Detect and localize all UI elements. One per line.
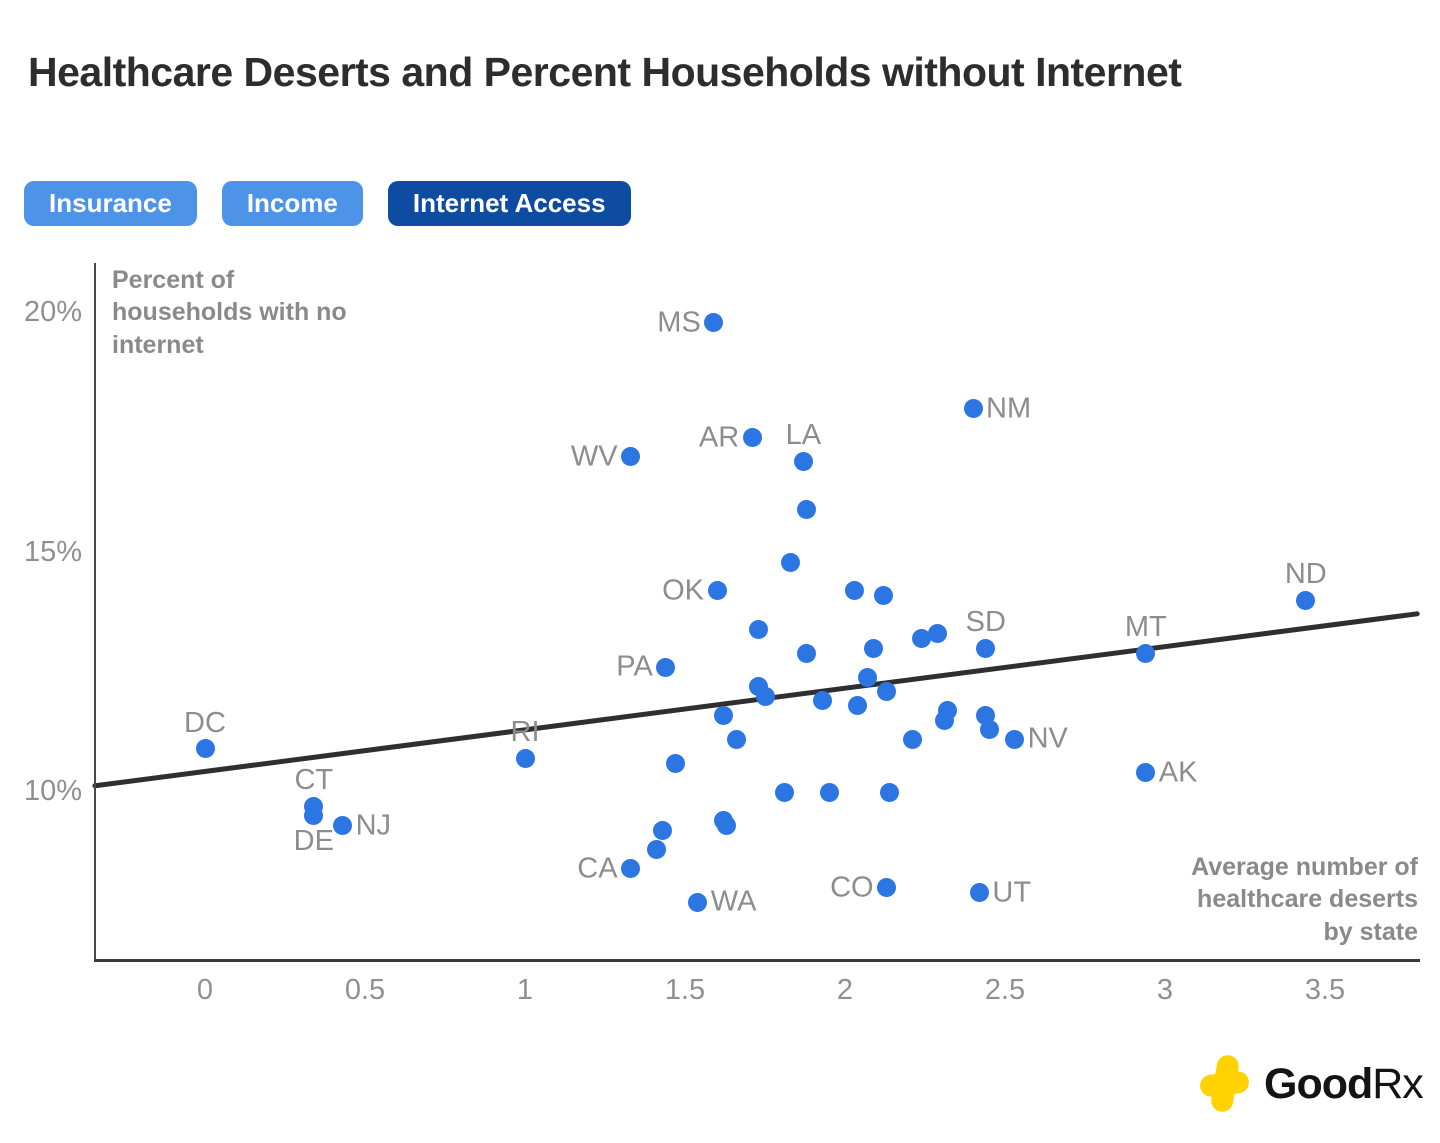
data-point-de[interactable] (304, 806, 324, 826)
data-point[interactable] (857, 667, 877, 687)
y-tick-label: 15% (23, 535, 82, 568)
data-point-nd[interactable] (1296, 590, 1316, 610)
data-point[interactable] (774, 782, 794, 802)
goodrx-logo-text: GoodRx (1264, 1059, 1424, 1109)
data-point[interactable] (845, 581, 865, 601)
tab-insurance[interactable]: Insurance (24, 181, 197, 226)
data-point[interactable] (713, 705, 733, 725)
data-point-nm[interactable] (963, 399, 983, 419)
data-point-la[interactable] (793, 451, 813, 471)
point-label-de: DE (293, 824, 334, 857)
data-point[interactable] (755, 686, 775, 706)
data-point[interactable] (873, 586, 893, 606)
data-point-ut[interactable] (969, 883, 989, 903)
point-label-ms: MS (657, 306, 701, 339)
data-point-ms[interactable] (704, 313, 724, 333)
point-label-co: CO (830, 871, 874, 904)
data-point-ok[interactable] (707, 581, 727, 601)
x-tick-label: 1 (516, 974, 534, 1006)
data-point[interactable] (726, 729, 746, 749)
x-tick-label: 3 (1156, 974, 1174, 1006)
point-label-la: LA (785, 419, 822, 452)
data-point-mt[interactable] (1136, 643, 1156, 663)
x-tick-label: 2.5 (984, 974, 1026, 1006)
data-point[interactable] (880, 782, 900, 802)
point-label-nj: NJ (355, 809, 392, 842)
data-point-sd[interactable] (976, 638, 996, 658)
data-point[interactable] (976, 705, 996, 725)
point-label-nv: NV (1027, 722, 1068, 755)
point-label-nm: NM (986, 392, 1032, 425)
data-point[interactable] (717, 816, 737, 836)
point-label-ar: AR (698, 421, 740, 454)
data-point-dc[interactable] (195, 739, 215, 759)
data-point[interactable] (749, 619, 769, 639)
data-point-co[interactable] (877, 878, 897, 898)
data-point[interactable] (864, 638, 884, 658)
tab-bar: Insurance Income Internet Access (24, 181, 631, 226)
data-point[interactable] (797, 499, 817, 519)
data-point[interactable] (848, 696, 868, 716)
data-point-pa[interactable] (656, 657, 676, 677)
point-label-ok: OK (662, 574, 704, 607)
goodrx-plus-icon (1198, 1053, 1251, 1114)
logo-text-rx: Rx (1372, 1059, 1424, 1108)
data-point[interactable] (928, 624, 948, 644)
point-label-sd: SD (965, 606, 1006, 639)
point-label-dc: DC (184, 706, 226, 739)
point-label-ct: CT (294, 764, 334, 797)
data-point-nv[interactable] (1005, 729, 1025, 749)
y-tick-label: 10% (23, 775, 82, 807)
point-label-wv: WV (570, 440, 618, 473)
x-tick-label: 2 (836, 974, 854, 1006)
tab-internet-access[interactable]: Internet Access (387, 181, 631, 226)
data-point[interactable] (646, 839, 666, 859)
goodrx-logo[interactable]: GoodRx (1198, 1053, 1424, 1114)
data-point[interactable] (912, 629, 932, 649)
data-point-wa[interactable] (688, 892, 708, 912)
tab-income[interactable]: Income (221, 181, 363, 226)
data-point[interactable] (934, 710, 954, 730)
point-label-nd: ND (1284, 558, 1327, 591)
data-point-ar[interactable] (742, 428, 762, 448)
data-point[interactable] (653, 820, 673, 840)
page-title: Healthcare Deserts and Percent Household… (28, 49, 1182, 96)
data-point-ak[interactable] (1136, 763, 1156, 783)
data-point-nj[interactable] (333, 816, 353, 836)
x-tick-label: 3.5 (1304, 974, 1346, 1006)
data-point[interactable] (781, 552, 801, 572)
point-label-ri: RI (510, 716, 540, 749)
data-point[interactable] (797, 643, 817, 663)
x-tick-label: 0.5 (344, 974, 386, 1006)
data-point[interactable] (877, 681, 897, 701)
data-point-ri[interactable] (515, 748, 535, 768)
point-label-pa: PA (616, 650, 653, 683)
data-point[interactable] (813, 691, 833, 711)
x-axis-line (94, 959, 1420, 962)
point-label-ca: CA (577, 852, 618, 885)
data-point-wv[interactable] (621, 447, 641, 467)
point-label-ak: AK (1158, 756, 1198, 789)
point-label-wa: WA (710, 885, 757, 918)
y-axis-title: Percent of households with no internet (112, 266, 347, 359)
y-tick-label: 20% (23, 296, 82, 328)
data-point[interactable] (819, 782, 839, 802)
data-point[interactable] (665, 753, 685, 773)
point-label-ut: UT (992, 876, 1032, 909)
data-point-ca[interactable] (621, 859, 641, 879)
data-point[interactable] (979, 720, 999, 740)
logo-text-good: Good (1264, 1059, 1373, 1108)
x-tick-label: 1.5 (664, 974, 706, 1006)
y-axis-line (94, 263, 96, 961)
data-point[interactable] (902, 729, 922, 749)
x-tick-label: 0 (196, 974, 214, 1006)
x-axis-title: Average number of healthcare deserts by st… (1191, 853, 1418, 946)
point-label-mt: MT (1124, 611, 1167, 644)
